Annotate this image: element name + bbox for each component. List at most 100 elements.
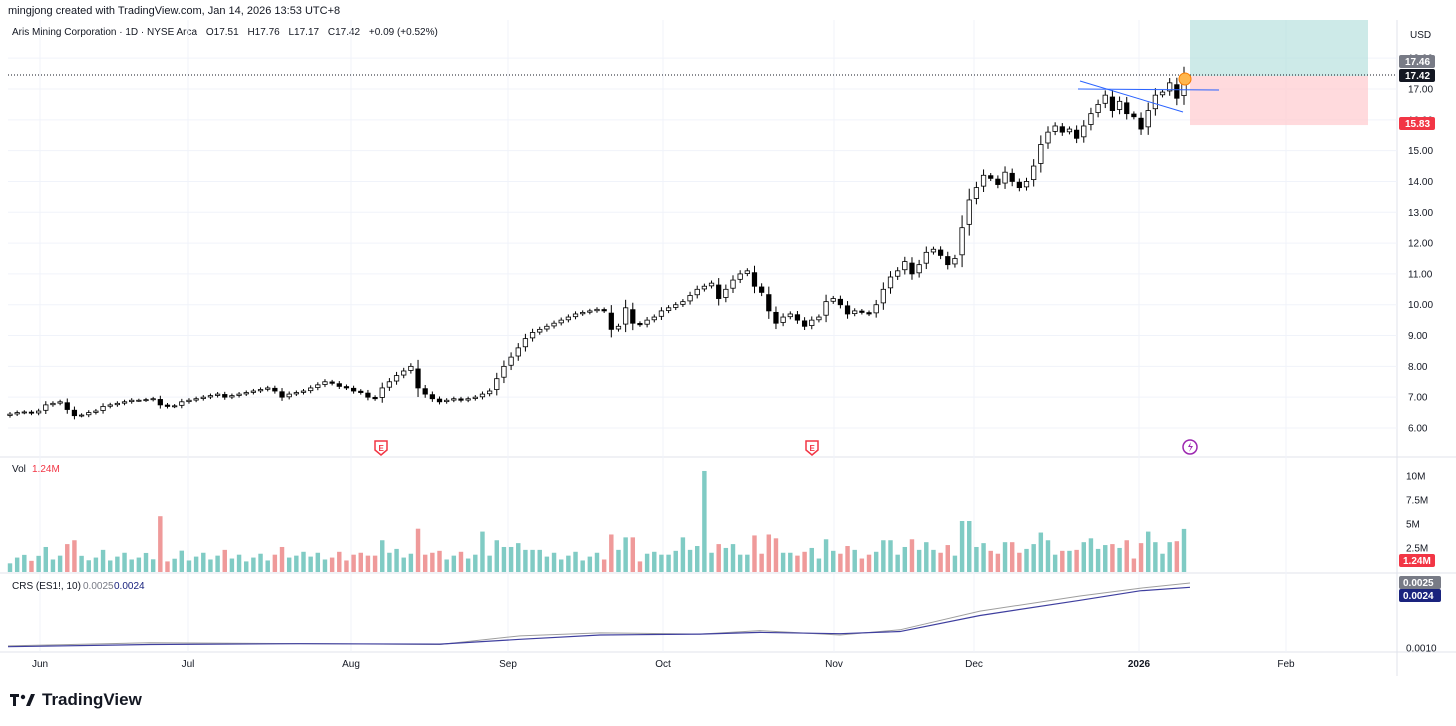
candle-body[interactable]: [895, 270, 901, 277]
candle-body[interactable]: [14, 412, 20, 415]
volume-bars-group[interactable]: 10M 7.5M 5M 2.5M: [7, 470, 1428, 572]
volume-bar[interactable]: [702, 470, 707, 572]
candle-body[interactable]: [350, 387, 357, 392]
candle-body[interactable]: [852, 310, 858, 315]
candle-body[interactable]: [1002, 171, 1008, 184]
volume-bar[interactable]: [831, 550, 836, 572]
trendline-descending[interactable]: [1079, 80, 1184, 113]
candle-body[interactable]: [200, 396, 206, 399]
crs-ma-line[interactable]: [7, 586, 1191, 648]
candle-body[interactable]: [1131, 113, 1137, 118]
volume-bar[interactable]: [1117, 547, 1122, 572]
volume-bar[interactable]: [1103, 545, 1108, 572]
candle-body[interactable]: [272, 387, 278, 392]
volume-bar[interactable]: [1009, 542, 1015, 572]
volume-title[interactable]: Vol: [12, 464, 26, 475]
candle-body[interactable]: [100, 406, 106, 411]
candle-body[interactable]: [701, 285, 707, 290]
volume-bar[interactable]: [158, 516, 163, 572]
candle-body[interactable]: [114, 402, 120, 406]
volume-bar[interactable]: [780, 552, 786, 572]
volume-bar[interactable]: [365, 555, 371, 572]
candle-body[interactable]: [744, 270, 750, 274]
volume-bar[interactable]: [630, 537, 636, 572]
candle-body[interactable]: [902, 261, 908, 271]
volume-bar[interactable]: [301, 551, 306, 572]
candle-body[interactable]: [844, 305, 851, 315]
volume-bar[interactable]: [816, 558, 822, 572]
volume-bar[interactable]: [93, 557, 99, 572]
volume-bar[interactable]: [680, 537, 686, 572]
volume-bar[interactable]: [451, 555, 457, 572]
candle-body[interactable]: [945, 256, 951, 266]
volume-bar[interactable]: [666, 554, 671, 572]
candle-body[interactable]: [293, 392, 299, 395]
volume-bar[interactable]: [251, 557, 256, 572]
volume-bar[interactable]: [7, 563, 13, 572]
volume-bar[interactable]: [1031, 544, 1036, 572]
candle-body[interactable]: [823, 301, 829, 316]
price-axis[interactable]: 6.00 7.00 8.00 9.00 10.00 11.00 12.00 13.00 14.0…: [1408, 54, 1433, 435]
candle-body[interactable]: [1074, 129, 1080, 139]
volume-bar[interactable]: [1131, 558, 1137, 572]
candle-body[interactable]: [458, 398, 464, 401]
volume-bar[interactable]: [22, 554, 27, 572]
candle-body[interactable]: [64, 402, 70, 410]
volume-bar[interactable]: [1067, 550, 1072, 572]
volume-bar[interactable]: [487, 555, 492, 572]
brand-footer[interactable]: TradingView: [10, 690, 142, 710]
candle-body[interactable]: [250, 390, 257, 393]
candle-body[interactable]: [651, 316, 657, 321]
candle-body[interactable]: [329, 381, 335, 384]
volume-bar[interactable]: [623, 537, 628, 572]
candle-body[interactable]: [265, 387, 271, 390]
volume-bar[interactable]: [422, 554, 428, 572]
volume-bar[interactable]: [566, 555, 571, 572]
trendline-horizontal[interactable]: [1077, 88, 1220, 91]
volume-bar[interactable]: [415, 528, 421, 572]
candle-body[interactable]: [708, 282, 715, 287]
volume-bar[interactable]: [387, 552, 392, 572]
candle-body[interactable]: [916, 264, 922, 274]
volume-bar[interactable]: [988, 550, 993, 572]
volume-bar[interactable]: [236, 554, 242, 572]
candle-body[interactable]: [372, 396, 378, 400]
volume-bar[interactable]: [308, 556, 313, 572]
candle-body[interactable]: [716, 284, 722, 299]
stop-zone[interactable]: [1190, 76, 1368, 126]
volume-bar[interactable]: [172, 558, 177, 572]
crs-title[interactable]: CRS (ES1!, 10): [12, 581, 81, 592]
volume-bar[interactable]: [337, 551, 342, 572]
candle-body[interactable]: [923, 251, 929, 264]
volume-bar[interactable]: [995, 553, 1001, 572]
candle-body[interactable]: [551, 322, 557, 327]
volume-bar[interactable]: [322, 559, 328, 572]
volume-bar[interactable]: [143, 552, 149, 572]
candle-body[interactable]: [1052, 125, 1058, 132]
volume-bar[interactable]: [501, 546, 507, 572]
volume-bar[interactable]: [795, 555, 800, 572]
volume-bar[interactable]: [329, 557, 335, 572]
volume-bar[interactable]: [208, 559, 213, 572]
candle-body[interactable]: [1145, 110, 1151, 128]
candle-body[interactable]: [1088, 113, 1094, 125]
candle-body[interactable]: [86, 412, 92, 416]
candle-body[interactable]: [501, 365, 507, 378]
volume-bar[interactable]: [79, 555, 84, 572]
volume-bar[interactable]: [57, 555, 63, 572]
candle-body[interactable]: [973, 187, 980, 199]
volume-bar[interactable]: [50, 559, 56, 572]
volume-bar[interactable]: [895, 554, 900, 572]
volume-bar[interactable]: [43, 546, 49, 572]
volume-bar[interactable]: [737, 554, 743, 572]
volume-bar[interactable]: [29, 560, 34, 572]
candle-body[interactable]: [759, 286, 765, 293]
candle-body[interactable]: [859, 310, 865, 313]
volume-bar[interactable]: [401, 557, 406, 572]
candle-body[interactable]: [572, 313, 579, 318]
volume-bar[interactable]: [437, 550, 442, 572]
candle-body[interactable]: [601, 309, 607, 312]
candle-body[interactable]: [207, 395, 214, 398]
volume-bar[interactable]: [1160, 553, 1165, 572]
